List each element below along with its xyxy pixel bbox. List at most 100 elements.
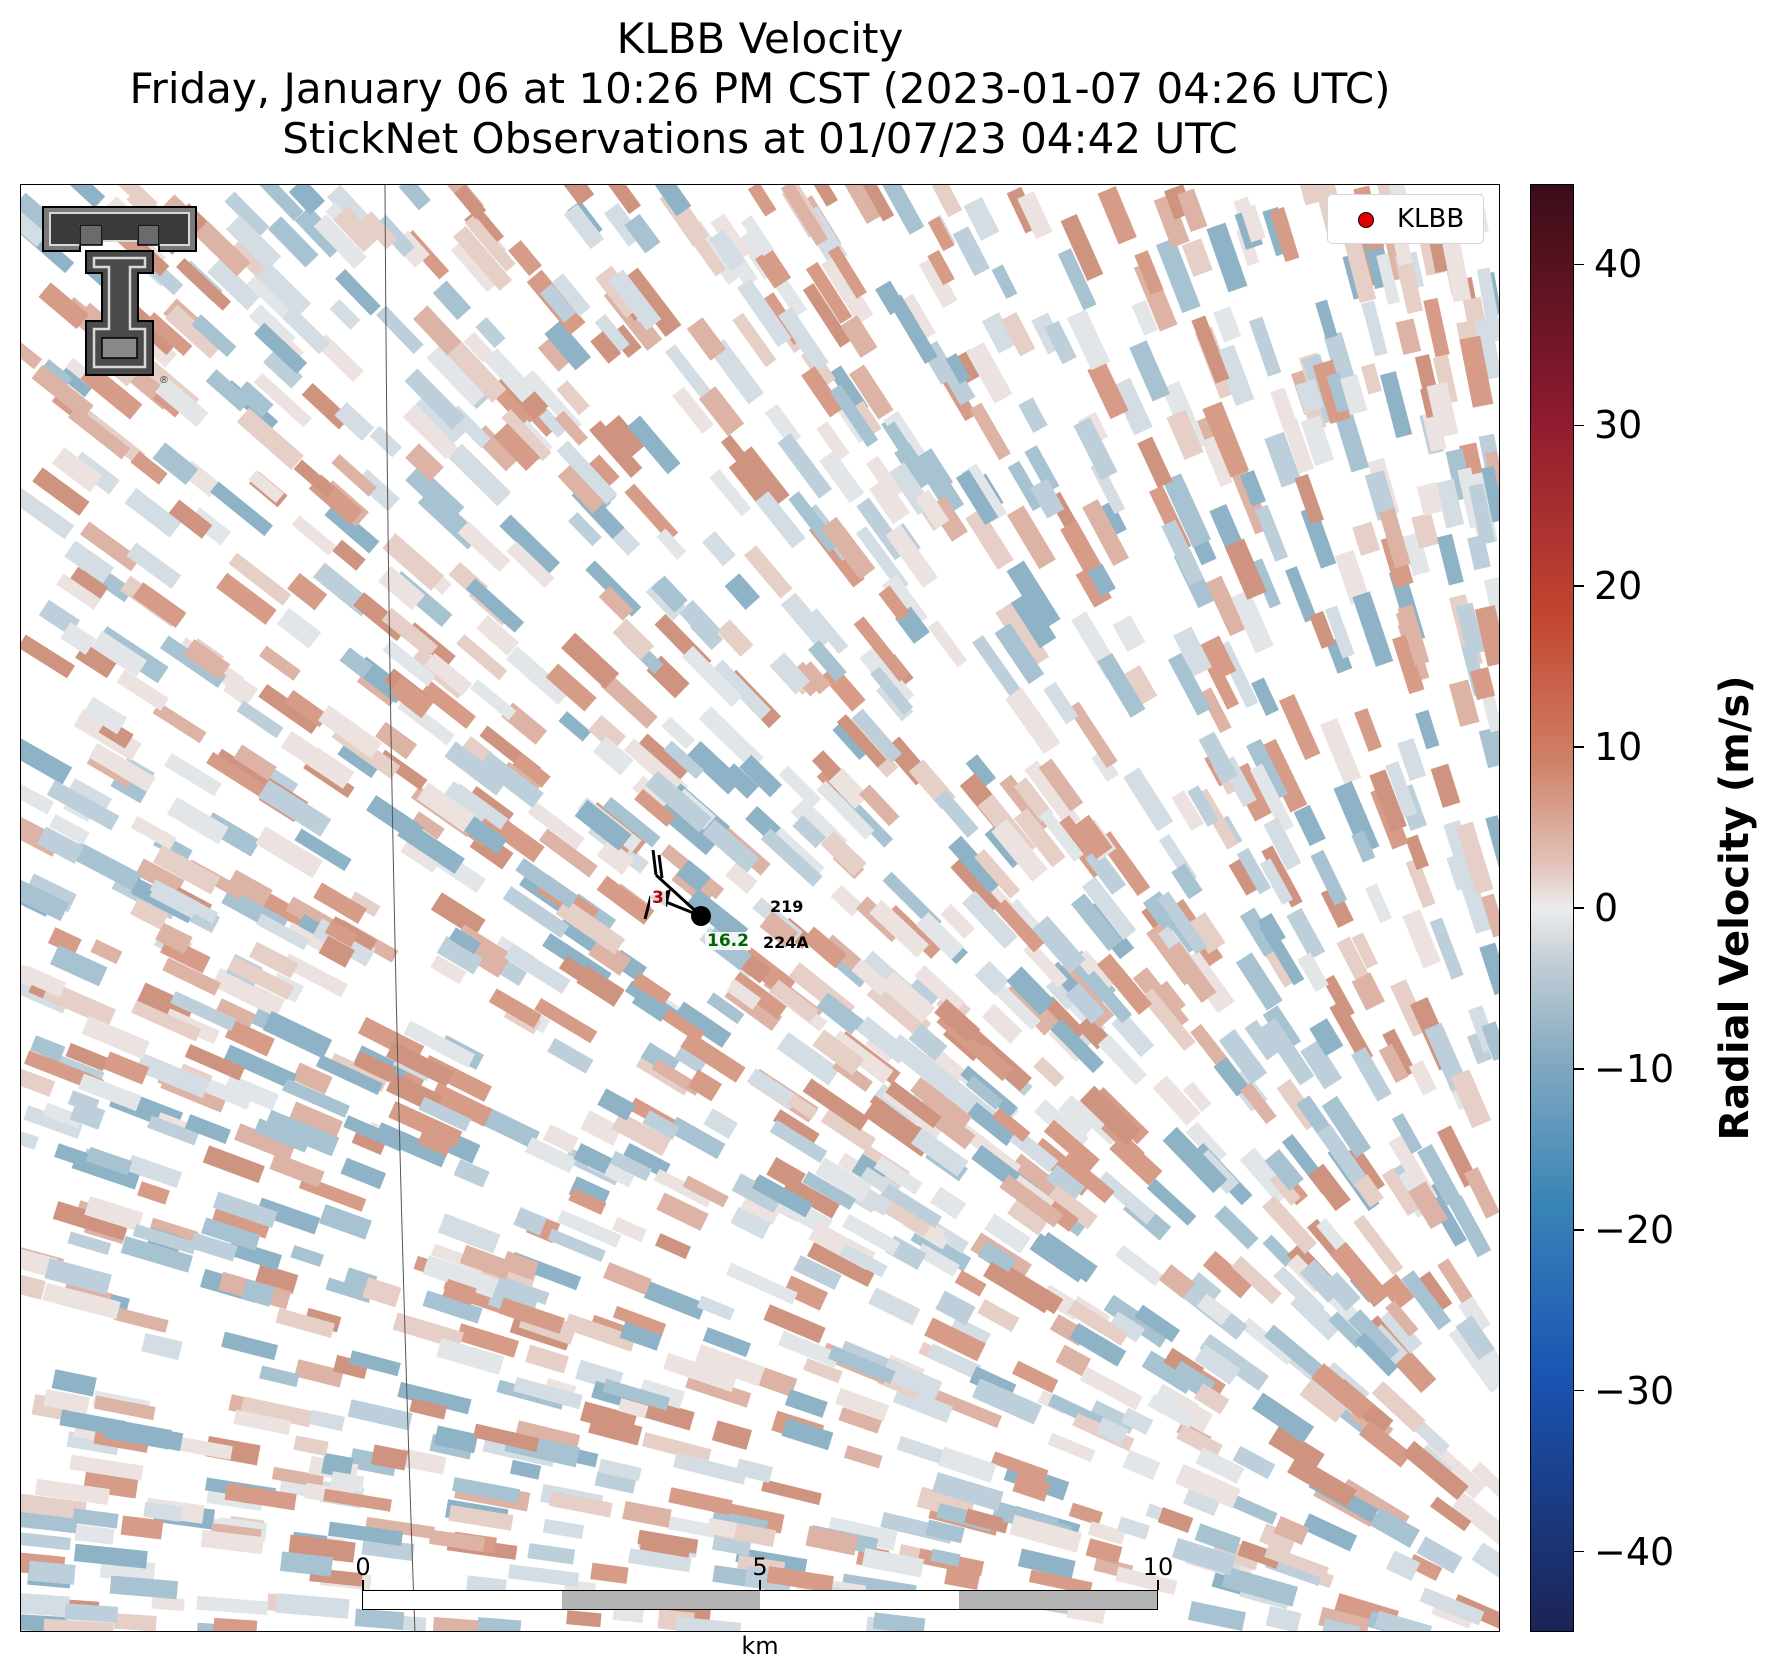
- velocity-bin: [159, 635, 227, 688]
- velocity-bin: [509, 1459, 542, 1480]
- velocity-bin: [281, 306, 331, 355]
- velocity-bin: [1447, 1195, 1492, 1258]
- velocity-bin: [1045, 1164, 1086, 1202]
- velocity-bin: [869, 899, 930, 958]
- velocity-bin: [558, 711, 592, 742]
- velocity-bin: [109, 1575, 179, 1600]
- velocity-bin: [1045, 978, 1077, 1010]
- velocity-bin: [456, 634, 508, 681]
- velocity-bin: [711, 1420, 753, 1451]
- velocity-bin: [927, 216, 955, 252]
- velocity-bin: [221, 1331, 279, 1361]
- velocity-bin: [1152, 1075, 1201, 1126]
- velocity-bin: [748, 482, 806, 549]
- velocity-bin: [506, 541, 555, 589]
- velocity-bin: [788, 491, 840, 553]
- velocity-bin: [726, 979, 761, 1010]
- velocity-bin: [832, 185, 881, 224]
- velocity-bin: [1258, 738, 1308, 813]
- velocity-bin: [1181, 238, 1213, 277]
- velocity-bin: [769, 652, 811, 695]
- velocity-bin: [502, 886, 570, 939]
- velocity-bin: [1069, 1322, 1127, 1367]
- velocity-bin: [370, 1444, 409, 1471]
- scale-label-0: 0: [355, 1553, 371, 1581]
- velocity-bin: [452, 1477, 521, 1504]
- velocity-bin: [1161, 519, 1204, 586]
- velocity-bin: [828, 245, 868, 299]
- velocity-bin: [1285, 566, 1317, 623]
- velocity-bin: [1394, 253, 1424, 314]
- radar-map: ®: [20, 184, 1500, 1632]
- velocity-bin: [1370, 1507, 1420, 1548]
- velocity-bin: [930, 1388, 1002, 1428]
- velocity-bin: [611, 1111, 672, 1156]
- velocity-bin: [1385, 1300, 1419, 1337]
- velocity-bin: [255, 913, 310, 951]
- velocity-bin: [430, 954, 467, 985]
- velocity-bin: [1237, 1540, 1282, 1569]
- velocity-bin: [488, 988, 542, 1029]
- velocity-bin: [965, 1075, 1004, 1111]
- velocity-bin: [432, 280, 472, 321]
- velocity-bin: [1270, 387, 1299, 432]
- velocity-bin: [113, 1613, 157, 1631]
- velocity-bin: [843, 1445, 883, 1469]
- velocity-bin: [929, 1186, 967, 1220]
- velocity-bin: [1376, 252, 1401, 305]
- velocity-bin: [1043, 1119, 1100, 1172]
- velocity-bin: [432, 1617, 489, 1631]
- velocity-bin: [621, 267, 682, 337]
- velocity-bin: [686, 317, 727, 361]
- velocity-bin: [782, 1275, 829, 1311]
- velocity-bin: [223, 1044, 297, 1090]
- velocity-bin: [1397, 737, 1427, 782]
- velocity-bin: [915, 1243, 960, 1277]
- velocity-bin: [211, 967, 286, 1018]
- velocity-bin: [1382, 1028, 1416, 1078]
- velocity-bin: [1273, 1515, 1310, 1545]
- velocity-bin: [966, 1102, 1017, 1147]
- velocity-bin: [365, 1516, 435, 1539]
- velocity-bin: [972, 635, 1021, 696]
- legend-label: KLBB: [1397, 204, 1465, 234]
- velocity-bin: [1423, 297, 1450, 358]
- velocity-bin: [234, 1123, 296, 1162]
- velocity-bin: [645, 770, 712, 833]
- velocity-bin: [906, 978, 939, 1010]
- velocity-bin: [872, 1612, 926, 1631]
- velocity-bin: [202, 1145, 265, 1184]
- velocity-bin: [992, 1107, 1031, 1142]
- velocity-bin: [527, 1543, 576, 1565]
- velocity-bin: [805, 261, 853, 324]
- velocity-bin: [1155, 980, 1186, 1015]
- velocity-bin: [67, 1090, 100, 1114]
- velocity-bin: [1402, 532, 1431, 577]
- velocity-bin: [263, 349, 303, 389]
- velocity-bin: [74, 1524, 115, 1545]
- velocity-bin: [675, 1616, 742, 1631]
- velocity-bin: [1354, 707, 1382, 752]
- velocity-bin: [1329, 1000, 1374, 1064]
- velocity-bin: [1060, 214, 1104, 282]
- velocity-bin: [561, 185, 595, 206]
- velocity-bin: [1295, 378, 1324, 414]
- velocity-bin: [1426, 381, 1459, 438]
- velocity-bin: [588, 937, 632, 976]
- velocity-bin: [147, 1115, 199, 1146]
- velocity-bin: [1432, 354, 1458, 405]
- velocity-bin: [457, 521, 511, 573]
- velocity-bin: [1334, 549, 1370, 605]
- velocity-bin: [1213, 1056, 1250, 1097]
- velocity-bin: [538, 828, 598, 878]
- velocity-bin: [563, 1313, 637, 1352]
- velocity-bin: [884, 421, 928, 480]
- velocity-bin: [876, 185, 925, 235]
- velocity-bin: [1134, 1304, 1181, 1343]
- velocity-bin: [544, 320, 592, 371]
- velocity-bin: [21, 873, 70, 921]
- velocity-bin: [1214, 1205, 1259, 1250]
- velocity-bin: [1262, 1234, 1295, 1267]
- velocity-bin: [880, 971, 936, 1023]
- velocity-bin: [556, 440, 618, 505]
